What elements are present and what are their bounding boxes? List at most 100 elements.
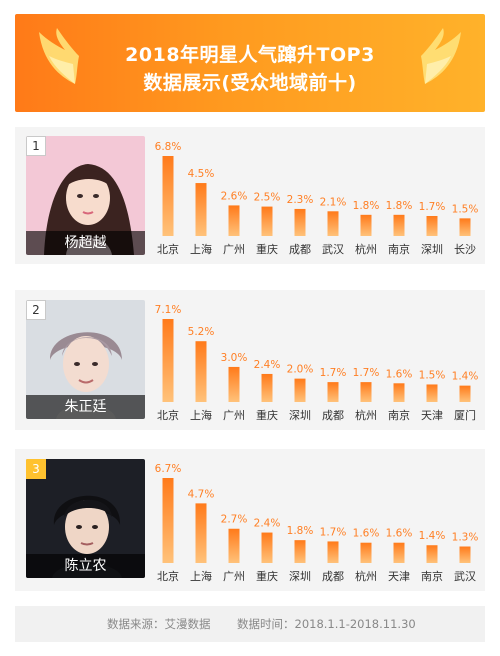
- category-label: 成都: [322, 570, 344, 583]
- data-label: 1.7%: [320, 367, 347, 379]
- wing-icon: [421, 28, 461, 84]
- rank-badge: 1: [26, 136, 46, 156]
- data-label: 4.5%: [188, 168, 215, 180]
- bar: [228, 528, 240, 563]
- data-label: 2.4%: [254, 359, 281, 371]
- category-label: 北京: [157, 242, 179, 256]
- category-label: 深圳: [289, 570, 311, 583]
- data-label: 1.5%: [452, 203, 479, 215]
- bar: [294, 378, 306, 402]
- category-label: 武汉: [454, 570, 476, 583]
- category-label: 厦门: [454, 408, 476, 422]
- bar: [327, 541, 339, 563]
- bar: [228, 366, 240, 402]
- data-label: 7.1%: [155, 304, 182, 316]
- category-label: 深圳: [289, 409, 311, 422]
- bar: [459, 218, 471, 236]
- category-label: 上海: [190, 569, 212, 583]
- title-line-1: 2018年明星人气蹿升TOP3: [125, 44, 375, 66]
- data-label: 1.3%: [452, 532, 479, 544]
- data-label: 6.8%: [155, 141, 182, 153]
- category-label: 杭州: [355, 569, 377, 583]
- bar: [261, 373, 273, 402]
- bar: [360, 382, 372, 402]
- category-label: 天津: [388, 570, 410, 583]
- category-label: 重庆: [256, 569, 278, 583]
- rank-badge: 3: [26, 459, 46, 479]
- header-banner: 2018年明星人气蹿升TOP3 数据展示(受众地域前十): [15, 14, 485, 112]
- data-label: 6.7%: [155, 463, 182, 475]
- bar: [195, 503, 207, 563]
- data-label: 2.0%: [287, 364, 314, 376]
- bar: [393, 542, 405, 563]
- data-label: 1.4%: [419, 530, 446, 542]
- data-label: 2.3%: [287, 194, 314, 206]
- category-label: 上海: [190, 242, 212, 256]
- bar: [294, 540, 306, 563]
- category-label: 成都: [289, 243, 311, 256]
- data-label: 1.4%: [452, 371, 479, 383]
- bar-chart: 6.7% 北京 4.7% 上海 2.7% 广州 2.4% 重庆 1.8% 深圳 1.7% 成都 1.6%…: [155, 463, 479, 583]
- footer: 数据来源：艾漫数据 数据时间：2018.1.1-2018.11.30: [15, 606, 485, 642]
- data-label: 2.6%: [221, 190, 248, 202]
- category-label: 成都: [322, 409, 344, 422]
- data-label: 1.7%: [419, 201, 446, 213]
- data-label: 1.6%: [386, 368, 413, 380]
- celebrity-panel-2: 2 朱正廷 7.1% 北京 5.2% 上海 3.0% 广州 2.4% 重庆 2.0% 深圳 1.7%…: [15, 290, 485, 430]
- data-source: 数据来源：艾漫数据: [107, 617, 211, 631]
- bar: [327, 382, 339, 402]
- bar: [195, 183, 207, 236]
- category-label: 深圳: [421, 243, 443, 256]
- bar: [459, 385, 471, 402]
- category-label: 南京: [388, 242, 410, 256]
- bar: [195, 341, 207, 402]
- data-label: 1.8%: [386, 200, 413, 212]
- wing-icon: [39, 28, 79, 84]
- bar: [327, 211, 339, 236]
- bar: [393, 383, 405, 402]
- data-label: 1.5%: [419, 369, 446, 381]
- category-label: 杭州: [355, 242, 377, 256]
- data-label: 2.5%: [254, 192, 281, 204]
- bar: [261, 206, 273, 236]
- category-label: 武汉: [322, 243, 344, 256]
- category-label: 广州: [223, 570, 245, 583]
- data-label: 2.4%: [254, 518, 281, 530]
- data-label: 1.6%: [353, 528, 380, 540]
- category-label: 杭州: [355, 408, 377, 422]
- bar: [393, 214, 405, 236]
- bar: [360, 542, 372, 563]
- bar-chart: 7.1% 北京 5.2% 上海 3.0% 广州 2.4% 重庆 2.0% 深圳 1.7% 成都 1.7%…: [155, 304, 479, 422]
- title-line-2: 数据展示(受众地域前十): [143, 72, 357, 94]
- category-label: 长沙: [454, 243, 476, 256]
- category-label: 上海: [190, 408, 212, 422]
- data-time: 数据时间：2018.1.1-2018.11.30: [237, 617, 416, 631]
- data-label: 2.7%: [221, 514, 248, 526]
- category-label: 重庆: [256, 408, 278, 422]
- category-label: 广州: [223, 409, 245, 422]
- bar: [261, 532, 273, 563]
- celebrity-card: 3 陈立农: [26, 459, 145, 578]
- data-label: 1.6%: [386, 528, 413, 540]
- category-label: 北京: [157, 569, 179, 583]
- bar: [459, 546, 471, 563]
- bar: [426, 384, 438, 402]
- bar-chart: 6.8% 北京 4.5% 上海 2.6% 广州 2.5% 重庆 2.3% 成都 2.1% 武汉 1.8%…: [155, 141, 479, 256]
- data-label: 3.0%: [221, 352, 248, 364]
- celebrity-panel-3: 3 陈立农 6.7% 北京 4.7% 上海 2.7% 广州 2.4% 重庆 1.8% 深圳 1.7%…: [15, 449, 485, 591]
- bar: [228, 205, 240, 236]
- category-label: 广州: [223, 243, 245, 256]
- data-label: 2.1%: [320, 196, 347, 208]
- rank-badge: 2: [26, 300, 46, 320]
- bar: [426, 216, 438, 236]
- data-label: 1.8%: [353, 200, 380, 212]
- celebrity-panel-1: 1 杨超越 6.8% 北京 4.5% 上海 2.6% 广州 2.5% 重庆 2.3% 成都 2.1%…: [15, 127, 485, 264]
- bar: [162, 319, 174, 402]
- bar: [360, 214, 372, 236]
- bar: [426, 545, 438, 563]
- category-label: 南京: [388, 408, 410, 422]
- data-label: 4.7%: [188, 488, 215, 500]
- data-label: 1.8%: [287, 525, 314, 537]
- bar: [162, 478, 174, 563]
- celebrity-name: 朱正廷: [26, 395, 145, 419]
